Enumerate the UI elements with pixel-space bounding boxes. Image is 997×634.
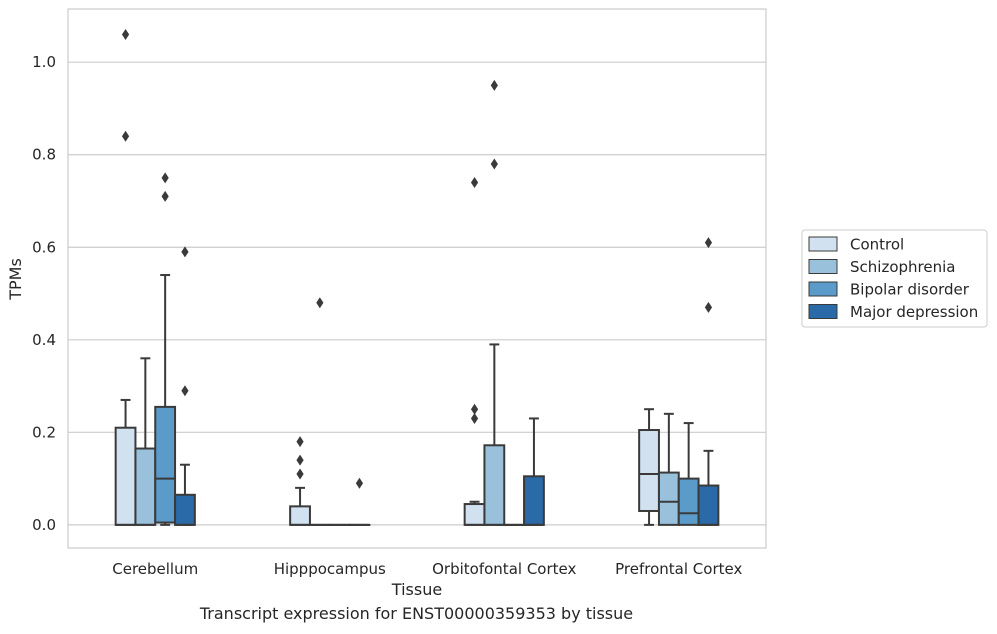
box-body [174,493,196,526]
outlier-point [181,246,189,258]
box-3-0 [638,408,660,526]
x-tick-label: Hipppocampus [274,560,386,578]
x-axis-label: Tissue [391,580,442,599]
legend-label: Schizophrenia [850,258,955,276]
y-tick-label: 0.4 [32,331,56,349]
box-3-1 [657,412,680,526]
legend-swatch [808,281,838,297]
legend: Control Schizophrenia Bipolar disorder Majo… [801,229,988,328]
outlier-point [490,158,498,170]
box-3-2 [677,422,700,526]
legend-label: Bipolar disorder [850,281,970,299]
x-axis-ticks: Cerebellum Hipppocampus Orbitofontal Corte… [112,560,742,578]
y-axis-label: TPMs [6,258,25,301]
y-tick-label: 0.0 [32,516,56,534]
outlier-point [121,130,130,142]
outlier-point [161,172,169,184]
outlier-point [490,79,498,91]
box-body [134,447,157,526]
box-plot-chart: 0.0 0.2 0.4 0.6 0.8 1.0 Cerebellum Hipppocampu… [6,8,988,599]
box-1-0 [289,436,311,526]
box-series [114,28,720,526]
box-body [657,471,680,526]
box-0-2 [154,172,177,526]
box-2-1 [483,79,506,526]
figure-caption: Transcript expression for ENST0000035935… [199,604,634,623]
legend-label: Control [850,236,904,254]
box-body [638,429,660,512]
outlier-point [704,301,713,313]
outlier-point [121,28,130,40]
legend-swatch [808,236,838,252]
box-body [697,484,720,526]
y-tick-label: 1.0 [32,53,56,71]
box-body [463,503,486,526]
plot-frame [67,8,767,549]
box-body [289,505,311,526]
box-1-3 [348,477,371,526]
box-body [523,475,545,526]
legend-swatch [808,304,838,319]
legend-label: Major depression [850,303,978,321]
box-3-3 [697,237,720,526]
box-2-0 [463,176,486,526]
outlier-point [355,477,364,489]
x-tick-label: Cerebellum [112,560,198,578]
x-tick-label: Orbitofontal Cortex [432,560,576,578]
y-tick-label: 0.2 [32,423,56,441]
outlier-point [296,454,304,466]
box-body [114,426,137,526]
y-tick-label: 0.8 [32,146,56,164]
outlier-point [470,403,479,415]
box-body [483,444,506,526]
y-axis-ticks: 0.0 0.2 0.4 0.6 0.8 1.0 [32,53,56,534]
legend-swatch [808,259,838,274]
outlier-point [296,436,304,448]
box-1-1 [308,297,331,526]
outlier-point [296,468,304,480]
outlier-point [316,297,324,309]
box-0-3 [174,246,196,526]
y-tick-label: 0.6 [32,238,56,256]
x-tick-label: Prefrontal Cortex [615,560,742,578]
outlier-point [470,412,479,424]
box-0-1 [134,357,157,526]
outlier-point [704,237,713,249]
outlier-point [470,176,479,188]
legend-frame [801,229,988,328]
box-body [677,477,700,526]
box-body [154,405,177,524]
outlier-point [181,385,189,397]
outlier-point [161,190,169,202]
box-0-0 [114,28,137,526]
box-2-3 [523,417,545,526]
